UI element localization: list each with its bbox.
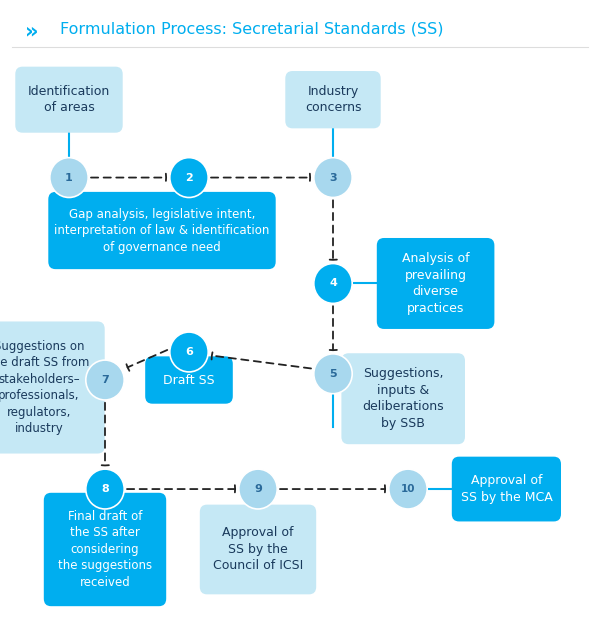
Text: Industry
concerns: Industry concerns [305,85,361,115]
Text: 5: 5 [329,369,337,379]
FancyBboxPatch shape [200,505,316,594]
Text: Analysis of
prevailing
diverse
practices: Analysis of prevailing diverse practices [402,252,469,315]
Text: »: » [25,22,39,42]
FancyBboxPatch shape [44,493,166,606]
Text: Identification
of areas: Identification of areas [28,85,110,115]
Circle shape [314,354,352,394]
Circle shape [314,158,352,197]
Circle shape [170,332,208,372]
Text: Draft SS: Draft SS [163,374,215,386]
Circle shape [86,469,124,509]
Circle shape [170,158,208,197]
Circle shape [86,360,124,400]
Text: 10: 10 [401,484,415,494]
Text: 7: 7 [101,375,109,385]
Text: 2: 2 [185,173,193,183]
FancyBboxPatch shape [452,457,561,521]
FancyBboxPatch shape [286,71,381,128]
Text: 1: 1 [65,173,73,183]
Text: Approval of
SS by the MCA: Approval of SS by the MCA [461,474,552,504]
Circle shape [239,469,277,509]
FancyBboxPatch shape [341,353,465,444]
FancyBboxPatch shape [377,238,494,329]
Text: Suggestions on
the draft SS from
stakeholders–
professionals,
regulators,
indust: Suggestions on the draft SS from stakeho… [0,340,89,435]
Circle shape [50,158,88,197]
Circle shape [314,264,352,303]
Circle shape [389,469,427,509]
Text: Suggestions,
inputs &
deliberations
by SSB: Suggestions, inputs & deliberations by S… [362,368,444,430]
Text: 3: 3 [329,173,337,183]
FancyBboxPatch shape [49,192,276,269]
FancyBboxPatch shape [16,67,122,133]
Text: Formulation Process: Secretarial Standards (SS): Formulation Process: Secretarial Standar… [60,22,443,37]
FancyBboxPatch shape [0,321,104,454]
Text: Approval of
SS by the
Council of ICSI: Approval of SS by the Council of ICSI [213,526,303,573]
Text: 8: 8 [101,484,109,494]
Text: Final draft of
the SS after
considering
the suggestions
received: Final draft of the SS after considering … [58,510,152,589]
Text: 4: 4 [329,278,337,288]
Text: 6: 6 [185,347,193,357]
Text: 9: 9 [254,484,262,494]
Text: Gap analysis, legislative intent,
interpretation of law & identification
of gove: Gap analysis, legislative intent, interp… [55,207,269,254]
FancyBboxPatch shape [145,356,233,404]
